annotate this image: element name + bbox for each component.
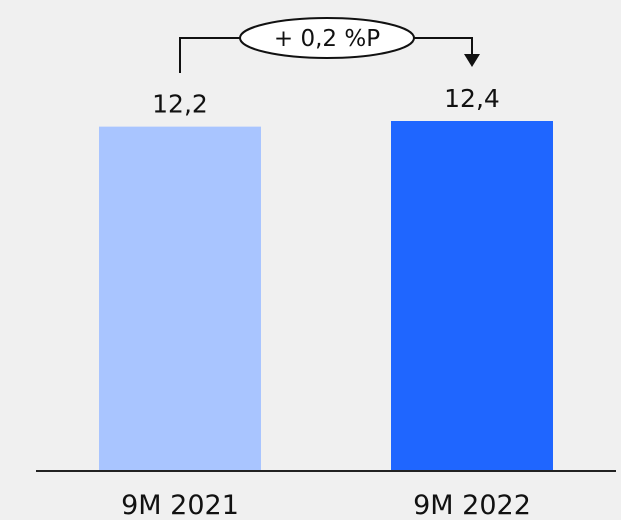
- annotation-bracket-left: [179, 37, 240, 73]
- difference-annotation: + 0,2 %P: [179, 17, 480, 73]
- bar-2: [391, 121, 553, 471]
- value-labels-layer: 12,2 12,4: [152, 84, 500, 119]
- arrow-down-icon: [464, 54, 480, 67]
- annotation-bracket-right: [414, 37, 473, 56]
- bar-1: [99, 126, 261, 471]
- x-tick-label-1: 9M 2021: [121, 490, 239, 520]
- x-tick-label-2: 9M 2022: [413, 490, 531, 520]
- annotation-oval: [239, 17, 415, 59]
- value-label-1: 12,2: [152, 90, 208, 119]
- value-label-2: 12,4: [444, 84, 500, 113]
- annotation-label: + 0,2 %P: [274, 26, 380, 52]
- bars-layer: [99, 121, 553, 471]
- x-tick-labels-layer: 9M 2021 9M 2022: [121, 490, 531, 520]
